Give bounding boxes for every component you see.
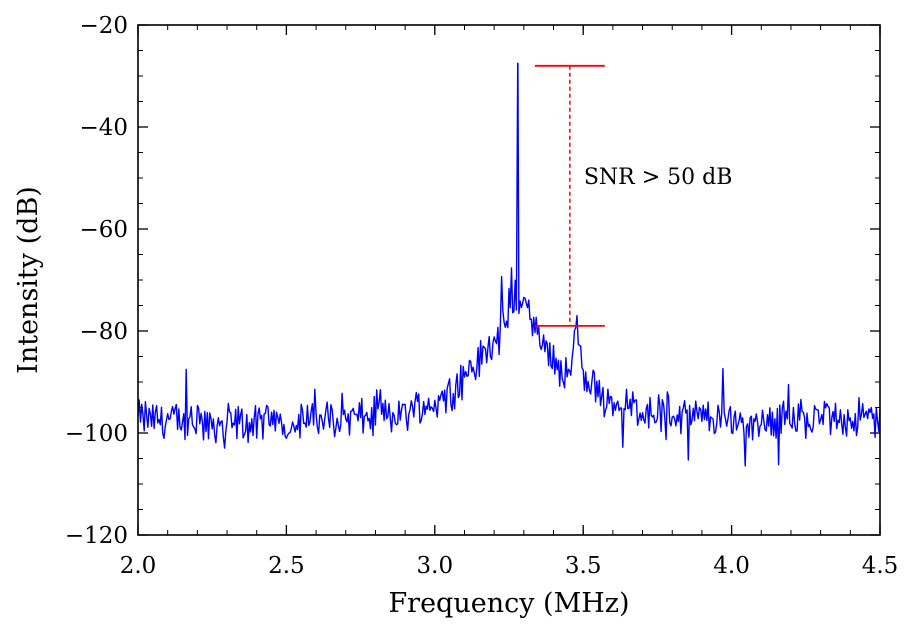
x-tick-labels: 2.0 2.5 3.0 3.5 4.0 4.5 bbox=[120, 553, 899, 579]
x-tick-label: 3.0 bbox=[417, 553, 454, 579]
y-tick-label: −60 bbox=[79, 217, 128, 243]
snr-annotation: SNR > 50 dB bbox=[534, 64, 733, 327]
x-tick-label: 2.0 bbox=[120, 553, 157, 579]
x-axis-label: Frequency (MHz) bbox=[388, 588, 629, 619]
y-axis-label: Intensity (dB) bbox=[13, 186, 44, 374]
y-tick-label: −40 bbox=[79, 115, 128, 141]
x-tick-label: 4.5 bbox=[862, 553, 899, 579]
y-tick-labels: −120 −100 −80 −60 −40 −20 bbox=[65, 13, 128, 549]
axis-ticks bbox=[137, 24, 881, 536]
x-tick-label: 4.0 bbox=[713, 553, 750, 579]
y-tick-label: −20 bbox=[79, 13, 128, 39]
plot-frame bbox=[137, 24, 881, 536]
x-tick-label: 3.5 bbox=[565, 553, 602, 579]
y-tick-label: −100 bbox=[65, 421, 128, 447]
y-tick-label: −80 bbox=[79, 319, 128, 345]
spectrum-line bbox=[137, 62, 881, 467]
y-tick-label: −120 bbox=[65, 523, 128, 549]
snr-label: SNR > 50 dB bbox=[584, 165, 733, 190]
x-tick-label: 2.5 bbox=[268, 553, 305, 579]
